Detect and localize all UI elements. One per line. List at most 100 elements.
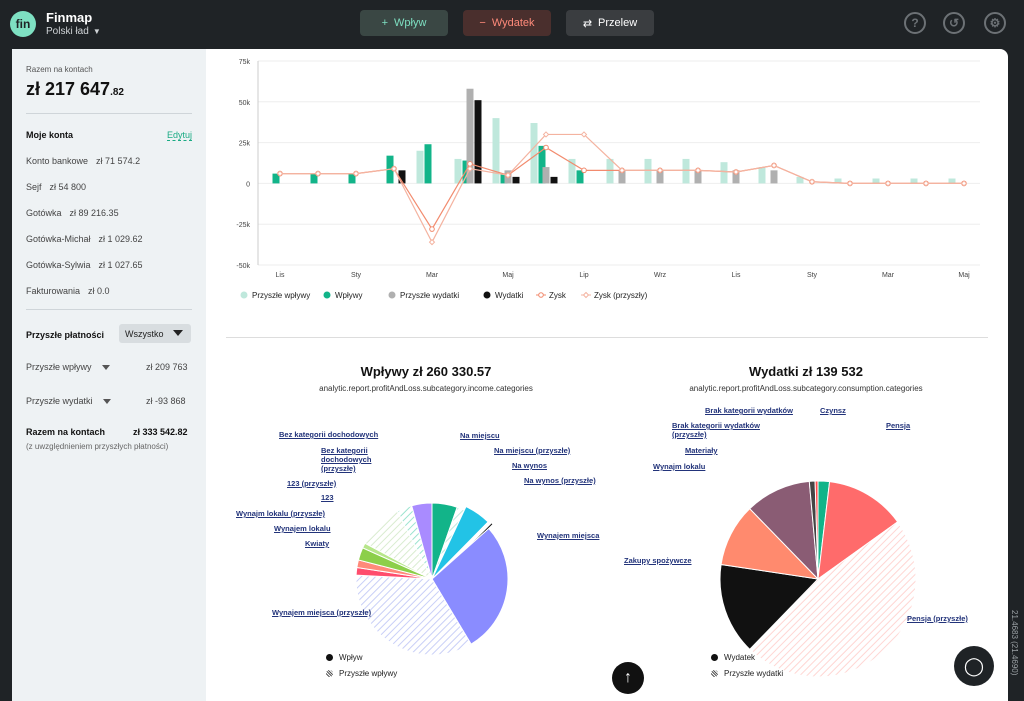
- y-tick-label: 75k: [239, 59, 251, 66]
- transfer-icon: ⇄: [582, 17, 593, 30]
- account-value: zł 0.0: [88, 286, 110, 296]
- pie-label[interactable]: Na wynos: [512, 461, 548, 470]
- help-icon[interactable]: ?: [904, 12, 926, 34]
- account-name: Gotówka: [26, 208, 62, 218]
- income-pie-subtitle: analytic.report.profitAndLoss.subcategor…: [319, 384, 533, 393]
- pie-label[interactable]: Wynajem miejsca: [537, 531, 600, 540]
- account-item[interactable]: Konto bankowe zł 71 574.2: [26, 156, 140, 166]
- line-point: [694, 167, 702, 174]
- pie-label[interactable]: Materiały: [685, 446, 718, 455]
- expense-pie-subtitle: analytic.report.profitAndLoss.subcategor…: [689, 384, 923, 393]
- bar: [576, 170, 584, 184]
- account-item[interactable]: Gotówka-Sylwia zł 1 027.65: [26, 260, 143, 270]
- pie-label[interactable]: Na wynos (przyszłe): [524, 476, 596, 485]
- future-expense-row[interactable]: Przyszłe wydatki zł -93 868: [26, 396, 186, 406]
- pie-label[interactable]: Kwiaty: [305, 539, 330, 548]
- pie-label[interactable]: Pensja: [886, 421, 911, 430]
- future-income-row[interactable]: Przyszłe wpływy zł 209 763: [26, 362, 188, 372]
- caret-down-icon: [101, 365, 110, 371]
- pie-label[interactable]: Bez kategorii dochodowych (przyszłe): [321, 446, 372, 473]
- account-item[interactable]: Gotówka-Michał zł 1 029.62: [26, 234, 143, 244]
- line-point: [960, 180, 968, 187]
- y-tick-label: 50k: [239, 100, 251, 107]
- line-point: [618, 167, 626, 174]
- future-payments-header: Przyszłe płatności: [26, 330, 105, 340]
- account-value: zł 1 027.65: [98, 260, 143, 270]
- legend-label: Przyszłe wpływy: [252, 291, 310, 300]
- line-point: [732, 168, 740, 176]
- history-icon[interactable]: ↺: [943, 12, 965, 34]
- plus-icon: +: [381, 17, 389, 29]
- legend-swatch: [711, 654, 718, 661]
- pie-label[interactable]: Zakupy spożywcze: [624, 556, 692, 565]
- caret-down-icon: ▼: [92, 27, 101, 36]
- pie-slice: [355, 574, 472, 656]
- bar: [454, 158, 462, 184]
- add-expense-label: Wydatek: [491, 17, 535, 29]
- pie-label[interactable]: Pensja (przyszłe): [907, 614, 968, 623]
- line-point: [884, 180, 892, 187]
- account-item[interactable]: Fakturowania zł 0.0: [26, 286, 110, 296]
- line-point: [504, 172, 512, 179]
- y-tick-label: -50k: [236, 263, 250, 270]
- app-logo[interactable]: fin: [10, 11, 36, 37]
- line-point: [808, 178, 816, 185]
- pie-label[interactable]: Bez kategorii dochodowych: [279, 430, 379, 439]
- line-series: [280, 133, 964, 244]
- scroll-top-button[interactable]: ↑: [612, 662, 644, 694]
- edit-accounts-link[interactable]: Edytuj: [167, 130, 193, 141]
- pie-label[interactable]: 123 (przyszłe): [287, 479, 337, 488]
- settings-gear-icon[interactable]: ⚙: [984, 12, 1006, 34]
- legend-item[interactable]: Wpływ: [326, 653, 363, 662]
- pie-label[interactable]: Na miejscu (przyszłe): [494, 446, 571, 455]
- x-tick-label: Maj: [502, 272, 514, 279]
- pie-label[interactable]: Czynsz: [820, 406, 846, 415]
- legend-item[interactable]: Przyszłe wydatki: [711, 669, 783, 678]
- pie-label[interactable]: Na miejscu: [460, 431, 500, 440]
- y-tick-label: 25k: [239, 141, 251, 148]
- workspace-selector[interactable]: Polski ład ▼: [46, 26, 101, 37]
- account-item[interactable]: Gotówka zł 89 216.35: [26, 208, 119, 218]
- divider: [226, 337, 988, 338]
- pie-label[interactable]: Wynajm lokalu (przyszłe): [236, 509, 326, 518]
- add-income-label: Wpływ: [394, 17, 427, 29]
- account-item[interactable]: Sejf zł 54 800: [26, 182, 86, 192]
- bar: [758, 167, 766, 184]
- bar: [834, 178, 842, 184]
- pie-label[interactable]: Wynajem lokalu: [274, 524, 331, 533]
- add-expense-button[interactable]: − Wydatek: [463, 10, 551, 36]
- add-income-button[interactable]: + Wpływ: [360, 10, 448, 36]
- bar: [618, 170, 626, 184]
- account-name: Sejf: [26, 182, 42, 192]
- pie-label[interactable]: Wynajem miejsca (przyszłe): [272, 608, 372, 617]
- future-filter-value: Wszystko: [125, 328, 164, 339]
- line-point: [352, 170, 360, 177]
- line-point: [846, 180, 854, 187]
- transfer-label: Przelew: [598, 17, 638, 29]
- pie-label[interactable]: Brak kategorii wydatków (przyszłe): [672, 421, 760, 439]
- future-filter-select[interactable]: Wszystko: [119, 324, 191, 343]
- bar: [466, 88, 474, 184]
- chat-button[interactable]: ◯: [954, 646, 994, 686]
- transfer-button[interactable]: ⇄ Przelew: [566, 10, 654, 36]
- chat-bubble-icon: ◯: [963, 655, 985, 676]
- account-name: Konto bankowe: [26, 156, 89, 166]
- legend-label: Przyszłe wydatki: [400, 291, 459, 300]
- future-income-label: Przyszłe wpływy: [26, 362, 92, 372]
- expense-pie-title: Wydatki zł 139 532: [749, 364, 863, 379]
- legend-swatch: [240, 291, 248, 299]
- bar: [416, 150, 424, 184]
- pie-label[interactable]: 123: [321, 493, 334, 502]
- pie-label[interactable]: Brak kategorii wydatków: [705, 406, 793, 415]
- legend-swatch: [483, 291, 491, 299]
- bar: [694, 170, 702, 184]
- legend-item[interactable]: Wydatek: [711, 653, 755, 662]
- pie-label[interactable]: Wynajm lokalu: [653, 462, 706, 471]
- legend-item[interactable]: Przyszłe wpływy: [326, 669, 397, 678]
- line-point: [314, 170, 322, 177]
- x-tick-label: Wrz: [654, 272, 667, 279]
- legend-label: Zysk: [549, 291, 567, 300]
- bar: [492, 118, 500, 184]
- future-expense-value: zł -93 868: [146, 396, 186, 406]
- divider: [26, 309, 192, 310]
